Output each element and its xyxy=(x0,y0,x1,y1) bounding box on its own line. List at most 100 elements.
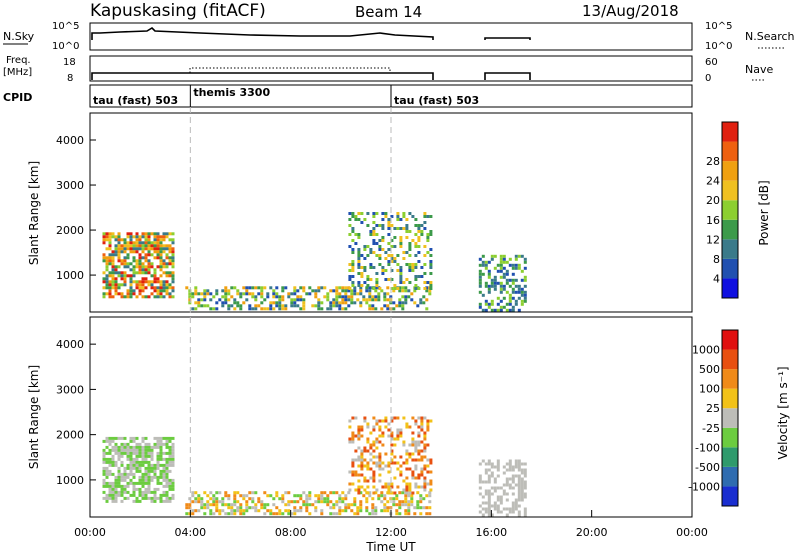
range-cell xyxy=(508,477,512,481)
range-cell xyxy=(132,289,136,293)
range-cell xyxy=(514,474,518,478)
range-cell xyxy=(206,292,210,296)
range-cell xyxy=(147,475,151,479)
range-cell xyxy=(320,286,324,290)
range-cell xyxy=(363,269,367,272)
range-cell xyxy=(487,510,491,514)
range-cell xyxy=(372,470,376,474)
range-cell xyxy=(357,434,361,438)
range-cell xyxy=(396,215,400,218)
range-cell xyxy=(353,289,357,293)
range-cell xyxy=(156,457,160,461)
range-cell xyxy=(138,253,142,257)
range-cell xyxy=(414,482,418,486)
range-cell xyxy=(363,248,367,251)
range-cell xyxy=(141,235,145,239)
range-cell xyxy=(111,481,115,485)
range-cell xyxy=(396,416,400,420)
range-cell xyxy=(293,509,297,513)
range-cell xyxy=(168,262,172,266)
range-cell xyxy=(372,425,376,429)
range-cell xyxy=(490,474,494,478)
range-cell xyxy=(420,458,424,462)
range-cell xyxy=(399,218,403,221)
range-cell xyxy=(371,512,375,516)
range-cell xyxy=(383,506,387,510)
range-cell xyxy=(221,503,225,507)
range-cell xyxy=(387,242,391,245)
range-cell xyxy=(230,286,234,290)
range-cell xyxy=(372,251,376,254)
range-cell xyxy=(165,253,169,257)
colorbar-swatch xyxy=(722,330,738,350)
range-cell xyxy=(159,457,163,461)
range-cell xyxy=(387,485,391,489)
range-cell xyxy=(162,271,166,275)
range-cell xyxy=(366,464,370,468)
range-cell xyxy=(221,497,225,501)
range-cell xyxy=(351,227,355,230)
range-cell xyxy=(111,439,115,443)
range-cell xyxy=(147,460,151,464)
range-cell xyxy=(496,281,500,285)
range-cell xyxy=(251,506,255,510)
range-cell xyxy=(366,254,370,257)
range-cell xyxy=(114,478,118,482)
range-cell xyxy=(108,457,112,461)
range-cell xyxy=(363,476,367,480)
range-cell xyxy=(129,262,133,266)
range-cell xyxy=(429,215,433,218)
range-cell xyxy=(375,272,379,275)
range-cell xyxy=(372,455,376,459)
range-cell xyxy=(423,476,427,480)
range-cell xyxy=(499,305,503,309)
range-cell xyxy=(150,496,154,500)
range-cell xyxy=(278,509,282,513)
range-cell xyxy=(496,498,500,502)
range-cell xyxy=(384,278,388,281)
range-cell xyxy=(390,434,394,438)
range-cell xyxy=(212,494,216,498)
range-cell xyxy=(239,494,243,498)
range-cell xyxy=(147,481,151,485)
range-cell xyxy=(296,295,300,299)
range-cell xyxy=(141,490,145,494)
range-cell xyxy=(390,245,394,248)
range-cell xyxy=(132,259,136,263)
range-cell xyxy=(514,290,518,294)
range-cell xyxy=(150,232,154,236)
range-cell xyxy=(132,451,136,455)
range-cell xyxy=(141,451,145,455)
range-cell xyxy=(168,283,172,287)
range-cell xyxy=(402,281,406,284)
range-cell xyxy=(426,251,430,254)
range-cell xyxy=(168,445,172,449)
range-cell xyxy=(402,416,406,420)
range-cell xyxy=(363,266,367,269)
range-cell xyxy=(126,442,130,446)
range-cell xyxy=(425,298,429,302)
range-cell xyxy=(171,277,175,281)
range-cell xyxy=(135,448,139,452)
range-cell xyxy=(399,473,403,477)
range-cell xyxy=(514,266,518,270)
range-cell xyxy=(194,491,198,495)
range-cell xyxy=(153,271,157,275)
range-cell xyxy=(159,280,163,284)
range-cell xyxy=(159,472,163,476)
range-cell xyxy=(156,238,160,242)
range-cell xyxy=(392,500,396,504)
range-cell xyxy=(381,272,385,275)
range-cell xyxy=(426,239,430,242)
range-cell xyxy=(414,284,418,287)
range-cell xyxy=(357,458,361,462)
range-cell xyxy=(505,290,509,294)
range-cell xyxy=(363,281,367,284)
range-cell xyxy=(144,265,148,269)
range-cell xyxy=(287,509,291,513)
range-cell xyxy=(487,495,491,499)
range-cell xyxy=(144,496,148,500)
range-cell xyxy=(414,245,418,248)
range-cell xyxy=(393,491,397,495)
range-cell xyxy=(275,506,279,510)
